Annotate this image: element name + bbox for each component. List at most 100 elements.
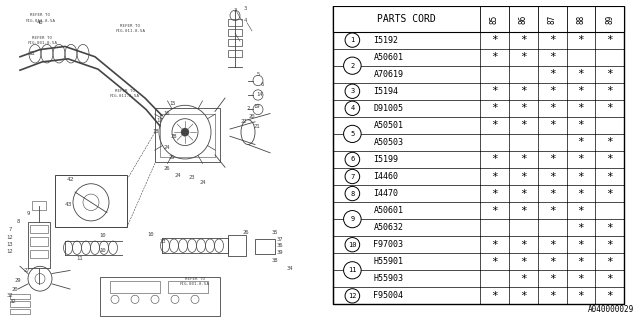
Bar (30, 250, 48, 258)
Text: 10: 10 (148, 232, 154, 237)
Text: *: * (548, 188, 556, 199)
Circle shape (345, 237, 360, 252)
Text: *: * (491, 103, 498, 113)
Text: 20: 20 (249, 114, 255, 119)
Text: *: * (578, 206, 584, 216)
Text: 39: 39 (276, 251, 284, 255)
Text: 3: 3 (234, 8, 237, 13)
Text: *: * (491, 35, 498, 45)
Text: *: * (578, 291, 584, 301)
Text: *: * (548, 274, 556, 284)
Text: A70619: A70619 (373, 70, 403, 79)
Text: *: * (548, 120, 556, 130)
Text: *: * (548, 155, 556, 164)
Text: FIG.011-8.5A: FIG.011-8.5A (25, 19, 55, 23)
Text: I4470: I4470 (373, 189, 398, 198)
Text: 24: 24 (200, 180, 206, 185)
Bar (228, 29, 242, 36)
Text: *: * (520, 206, 527, 216)
Text: 16: 16 (164, 111, 170, 116)
Text: A50501: A50501 (373, 121, 403, 130)
Text: 2: 2 (350, 63, 355, 69)
Text: 8: 8 (17, 220, 20, 224)
Text: 89: 89 (605, 14, 614, 24)
Text: *: * (607, 188, 613, 199)
Text: *: * (548, 69, 556, 79)
Bar (32, 201, 46, 210)
Text: REFER TO: REFER TO (30, 13, 50, 18)
Bar (160, 114, 215, 157)
Circle shape (345, 152, 360, 167)
Text: REFER TO: REFER TO (120, 24, 140, 28)
Text: 87: 87 (548, 14, 557, 24)
Text: 86: 86 (519, 14, 528, 24)
Text: *: * (491, 155, 498, 164)
Text: *: * (491, 188, 498, 199)
Text: 33: 33 (160, 239, 166, 244)
Text: 85: 85 (490, 14, 499, 24)
Text: F97003: F97003 (373, 240, 403, 249)
Text: D91005: D91005 (373, 104, 403, 113)
Text: 9: 9 (26, 211, 29, 216)
Text: *: * (520, 86, 527, 96)
Text: *: * (520, 35, 527, 45)
Text: 21: 21 (253, 124, 260, 130)
Text: *: * (578, 172, 584, 181)
Bar (100, 277, 220, 316)
Text: FIG.001-8.5A: FIG.001-8.5A (27, 41, 57, 45)
Text: 6: 6 (260, 82, 264, 87)
Bar (28, 222, 50, 268)
Text: 38: 38 (272, 258, 278, 263)
Text: *: * (607, 240, 613, 250)
Text: A50601: A50601 (373, 53, 403, 62)
Circle shape (345, 289, 360, 303)
Text: *: * (607, 35, 613, 45)
Bar (110, 281, 160, 293)
Text: *: * (578, 69, 584, 79)
Bar (228, 235, 246, 256)
Bar (10, 294, 30, 299)
Text: A50503: A50503 (373, 138, 403, 147)
Text: *: * (520, 172, 527, 181)
Circle shape (345, 169, 360, 184)
Text: 34: 34 (287, 266, 293, 271)
Text: *: * (607, 137, 613, 148)
Text: *: * (491, 206, 498, 216)
Text: 13: 13 (7, 242, 13, 247)
Text: *: * (578, 137, 584, 148)
Bar (228, 39, 242, 46)
Text: *: * (578, 120, 584, 130)
Bar (168, 281, 208, 293)
Text: H55903: H55903 (373, 274, 403, 283)
Text: I5192: I5192 (373, 36, 398, 44)
Text: 31: 31 (29, 51, 35, 56)
Text: *: * (520, 257, 527, 267)
Text: FIG.011-8.5A: FIG.011-8.5A (115, 29, 145, 33)
Bar (10, 301, 30, 307)
Text: 42: 42 (67, 177, 74, 182)
Text: 12: 12 (348, 293, 356, 299)
Text: *: * (578, 274, 584, 284)
Bar (255, 239, 275, 254)
Text: *: * (548, 86, 556, 96)
Text: *: * (578, 86, 584, 96)
Text: *: * (491, 52, 498, 62)
Text: 5: 5 (257, 72, 260, 77)
Bar (228, 50, 242, 57)
Circle shape (345, 84, 360, 99)
Text: 9: 9 (350, 216, 355, 222)
Text: *: * (548, 35, 556, 45)
Text: 37: 37 (276, 237, 284, 242)
Text: *: * (548, 172, 556, 181)
Text: 24: 24 (164, 145, 170, 150)
Text: 3: 3 (243, 6, 246, 11)
Text: *: * (578, 155, 584, 164)
Text: *: * (520, 103, 527, 113)
Text: 10: 10 (100, 248, 106, 253)
Text: *: * (520, 120, 527, 130)
Text: *: * (607, 257, 613, 267)
Text: *: * (578, 35, 584, 45)
Text: *: * (607, 172, 613, 181)
Text: *: * (491, 257, 498, 267)
Text: A50632: A50632 (373, 223, 403, 232)
